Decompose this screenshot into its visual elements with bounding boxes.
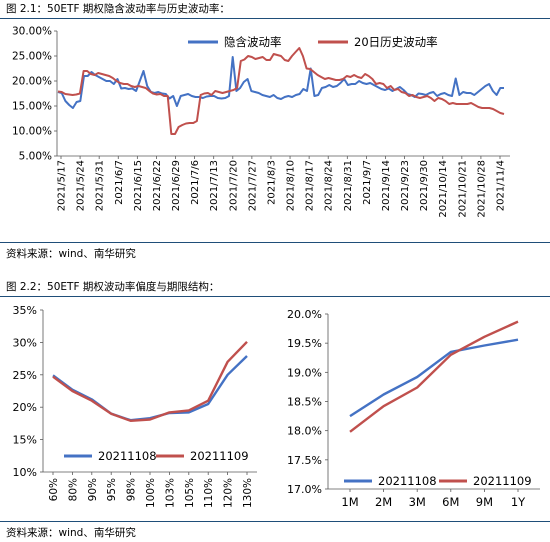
x-tick-label: 2021/8/10 — [286, 160, 297, 211]
implied-volatility-line — [57, 56, 504, 109]
x-tick-label: 2021/7/13 — [209, 160, 220, 211]
x-tick-label: 2021/8/31 — [343, 160, 354, 211]
legend-label: 20日历史波动率 — [354, 35, 438, 49]
x-tick-label: 2021/8/3 — [266, 160, 277, 205]
chart-volatility-skew: 10% 15% 20% 25% 30% 35% 60% 80% 90% 95% 98% 100% 103… — [13, 304, 257, 508]
legend-label: 20211108 — [378, 474, 437, 488]
y-tick-label: 15.00% — [12, 101, 52, 113]
x-tick-label: 2021/8/17 — [305, 160, 316, 211]
caption-underline — [0, 18, 550, 19]
y-tick-label: 18.0% — [287, 425, 322, 438]
x-tick-label: 103% — [164, 478, 176, 508]
x-tick-label: 60% — [48, 478, 60, 501]
x-tick-label: 2021/9/23 — [400, 160, 411, 211]
x-tick-label: 2021/10/28 — [476, 160, 487, 218]
source-divider — [0, 242, 550, 243]
y-tick-label: 20.0% — [287, 308, 322, 321]
x-tick-label: 2021/10/14 — [438, 160, 449, 218]
y-tick-label: 15% — [13, 434, 37, 447]
x-tick-label: 2021/6/15 — [133, 160, 144, 211]
y-tick-label: 30.00% — [12, 26, 52, 38]
x-tick-label: 2021/6/22 — [152, 160, 163, 211]
x-tick-label: 2M — [375, 495, 392, 509]
x-tick-label: 2021/9/7 — [362, 160, 373, 205]
y-tick-label: 10% — [13, 466, 37, 479]
x-tick-label: 2021/11/4 — [496, 160, 507, 211]
legend-label: 20211109 — [190, 449, 249, 463]
y-tick-label: 30% — [13, 336, 37, 349]
series-line-20211108 — [52, 355, 248, 422]
y-tick-label: 10.00% — [12, 126, 52, 138]
y-tick-label: 19.0% — [287, 366, 322, 379]
source-divider — [0, 521, 550, 522]
y-tick-label: 17.5% — [287, 454, 322, 467]
y-tick-label: 17.0% — [287, 483, 322, 496]
y-tick-label: 25.00% — [12, 51, 52, 63]
y-tick-label: 19.5% — [287, 337, 322, 350]
x-tick-label: 98% — [126, 478, 138, 501]
series-line-20211108 — [349, 338, 519, 418]
y-tick-label: 35% — [13, 304, 37, 317]
x-tick-label: 1Y — [511, 495, 526, 509]
x-tick-label: 2021/7/27 — [247, 160, 258, 211]
figure-2-2-caption: 图 2.2：50ETF 期权波动率偏度与期限结构： — [6, 281, 220, 293]
x-tick-label: 90% — [87, 478, 99, 501]
x-tick-label: 6M — [442, 495, 459, 509]
x-tick-label: 9M — [476, 495, 493, 509]
y-tick-label: 18.5% — [287, 396, 322, 409]
x-tick-label: 120% — [223, 478, 235, 508]
y-tick-label: 25% — [13, 369, 37, 382]
x-tick-label: 1M — [341, 495, 358, 509]
legend-label: 20211108 — [98, 449, 157, 463]
x-tick-label: 2021/7/6 — [190, 160, 201, 205]
x-tick-label: 105% — [184, 478, 196, 508]
x-tick-label: 2021/9/14 — [381, 160, 392, 211]
chart-volatility-term-structure: 17.0% 17.5% 18.0% 18.5% 19.0% 19.5% 20.0% 1M 2M 3… — [287, 308, 540, 509]
x-tick-label: 2021/10/21 — [457, 160, 468, 218]
x-tick-label: 2021/9/30 — [419, 160, 430, 211]
x-tick-label: 2021/5/31 — [95, 160, 106, 211]
x-tick-label: 110% — [203, 478, 215, 508]
historical-volatility-line — [57, 47, 505, 135]
x-tick-label: 95% — [106, 478, 118, 501]
x-tick-label: 2021/6/29 — [171, 160, 182, 211]
x-tick-label: 2021/6/7 — [114, 160, 125, 205]
x-tick-label: 130% — [242, 478, 254, 508]
y-tick-label: 20.00% — [12, 76, 52, 88]
x-tick-label: 2021/5/24 — [76, 160, 87, 211]
figure-2-1-caption: 图 2.1：50ETF 期权隐含波动率与历史波动率： — [6, 3, 230, 15]
figure-2-2-source: 资料来源：wind、南华研究 — [6, 527, 136, 539]
series-line-20211109 — [349, 320, 519, 433]
x-tick-label: 2021/8/24 — [324, 160, 335, 211]
legend-label: 隐含波动率 — [224, 35, 282, 49]
y-tick-label: 20% — [13, 401, 37, 414]
chart-implied-vs-historical-volatility: 5.00% 10.00% 15.00% 20.00% 25.00% 30.00% 2021/… — [12, 26, 510, 218]
x-tick-label: 3M — [409, 495, 426, 509]
caption-underline — [0, 296, 550, 297]
series-line-20211109 — [52, 340, 248, 422]
x-tick-label: 80% — [67, 478, 79, 501]
figure-2-1-source: 资料来源：wind、南华研究 — [6, 248, 136, 260]
x-tick-label: 2021/5/17 — [57, 160, 68, 211]
y-tick-label: 5.00% — [19, 151, 52, 163]
legend-label: 20211109 — [473, 474, 532, 488]
x-tick-label: 100% — [145, 478, 157, 508]
x-tick-label: 2021/7/20 — [228, 160, 239, 211]
